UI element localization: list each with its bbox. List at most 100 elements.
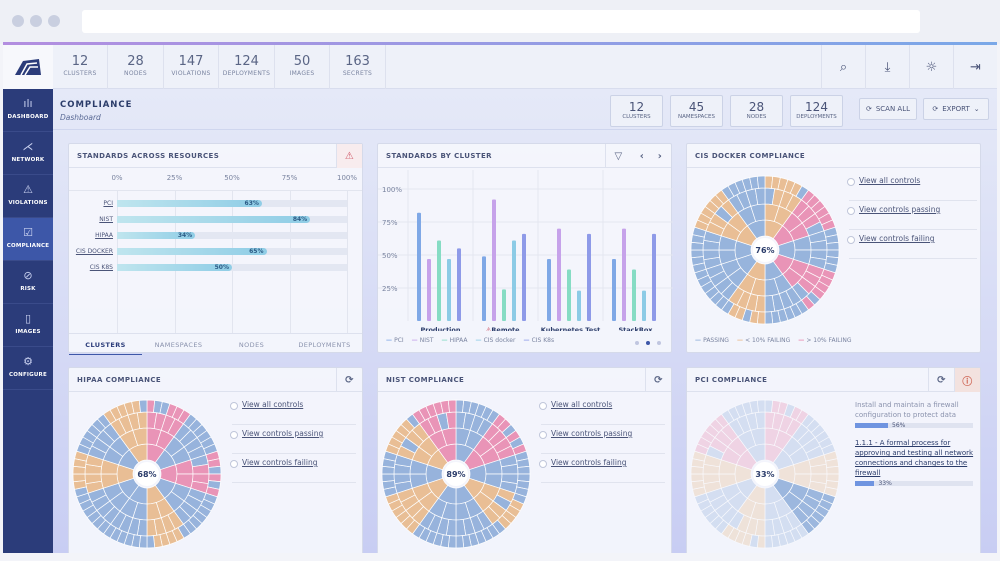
sunburst-segment[interactable] <box>690 249 704 259</box>
sunburst-segment[interactable] <box>764 399 774 413</box>
sunburst-segment[interactable] <box>447 399 457 413</box>
header-stat-namespaces[interactable]: 45 NAMESPACES <box>670 95 723 127</box>
sunburst-segment[interactable] <box>690 465 704 475</box>
sunburst-segment[interactable] <box>756 175 766 189</box>
sunburst-segment[interactable] <box>805 418 821 434</box>
bar-production-hipaa[interactable] <box>437 240 441 321</box>
row-label[interactable]: NIST <box>99 216 113 223</box>
link-passing-controls[interactable]: View controls passing <box>539 429 665 454</box>
sunburst-segment[interactable] <box>749 400 759 414</box>
sunburst-segment[interactable] <box>818 436 834 450</box>
bar-cis-k8s[interactable]: 50% <box>117 264 232 271</box>
sidebar-item-network[interactable]: ⋌ NETWORK <box>3 132 53 175</box>
pagination-dots[interactable] <box>635 341 661 345</box>
bar-stackrox-hipaa[interactable] <box>632 269 636 321</box>
sunburst-segment[interactable] <box>771 517 785 536</box>
x-category-label[interactable]: Kubernetes Test <box>541 326 600 334</box>
sunburst-segment[interactable] <box>814 430 830 444</box>
sunburst-segment[interactable] <box>771 534 781 548</box>
sunburst-segment[interactable] <box>702 473 720 485</box>
bar-remote-cis-k8s[interactable] <box>522 233 526 321</box>
sunburst-segment[interactable] <box>764 519 776 537</box>
sunburst-segment[interactable] <box>737 429 757 451</box>
sunburst-segment[interactable] <box>826 465 840 475</box>
sunburst-segment[interactable] <box>821 443 836 456</box>
address-bar[interactable] <box>82 10 920 33</box>
scan-all-button[interactable]: ⟳ SCAN ALL <box>859 98 917 120</box>
sunburst-segment[interactable] <box>764 427 780 446</box>
link-failing-controls[interactable]: View controls failing <box>539 458 665 483</box>
sunburst-segment[interactable] <box>778 514 794 534</box>
sunburst-segment[interactable] <box>773 497 793 519</box>
sunburst-segment[interactable] <box>718 459 737 475</box>
warning-icon[interactable]: ⚠ <box>336 144 362 168</box>
sunburst-segment[interactable] <box>694 492 709 505</box>
sunburst-segment[interactable] <box>709 418 725 434</box>
sunburst-segment[interactable] <box>727 405 741 421</box>
row-label[interactable]: PCI <box>103 200 113 207</box>
sunburst-segment[interactable] <box>795 409 809 425</box>
logout-icon[interactable]: ⇥ <box>953 45 997 89</box>
sunburst-segment[interactable] <box>694 443 709 456</box>
link-failing-controls[interactable]: View controls failing <box>230 458 356 483</box>
sunburst-segment[interactable] <box>734 403 747 418</box>
chevron-left-icon[interactable]: ‹ <box>639 150 645 162</box>
sunburst-segment[interactable] <box>691 458 705 468</box>
sunburst-segment[interactable] <box>138 399 148 413</box>
sunburst-segment[interactable] <box>782 436 803 457</box>
bar-remote-pci[interactable] <box>482 256 486 321</box>
sunburst-segment[interactable] <box>749 534 759 548</box>
stat-nodes[interactable]: 28 NODES <box>109 45 164 89</box>
bar-kubernetes-test-pci[interactable] <box>547 258 551 321</box>
bar-remote-cis-docker[interactable] <box>512 240 516 321</box>
sunburst-segment[interactable] <box>700 430 716 444</box>
bar-kubernetes-test-cis-docker[interactable] <box>577 290 581 321</box>
bar-pci[interactable]: 63% <box>117 200 262 207</box>
link-all-controls[interactable]: View all controls <box>539 400 665 425</box>
sunburst-segment[interactable] <box>771 412 785 431</box>
pci-control-item[interactable]: Install and maintain a firewall configur… <box>855 400 975 429</box>
sunburst-segment[interactable] <box>797 429 816 448</box>
sunburst-segment[interactable] <box>709 437 729 454</box>
sunburst-segment[interactable] <box>750 502 766 521</box>
stat-clusters[interactable]: 12 CLUSTERS <box>53 45 108 89</box>
sunburst-segment[interactable] <box>793 459 812 475</box>
sunburst-segment[interactable] <box>721 409 735 425</box>
sunburst-segment[interactable] <box>714 429 733 448</box>
sunburst-segment[interactable] <box>756 535 766 549</box>
sunburst-segment[interactable] <box>791 423 810 442</box>
stat-images[interactable]: 50 IMAGES <box>275 45 330 89</box>
sunburst-segment[interactable] <box>709 514 725 530</box>
bar-kubernetes-test-hipaa[interactable] <box>567 269 571 321</box>
sunburst-segment[interactable] <box>734 464 753 484</box>
sunburst-segment[interactable] <box>702 463 720 475</box>
bar-hipaa[interactable]: 34% <box>117 232 196 239</box>
bar-nist[interactable]: 84% <box>117 216 311 223</box>
sunburst-segment[interactable] <box>721 523 735 539</box>
sunburst-segment[interactable] <box>754 411 766 429</box>
header-stat-deployments[interactable]: 124 DEPLOYMENTS <box>790 95 843 127</box>
sunburst-segment[interactable] <box>805 445 825 461</box>
export-button[interactable]: ⟳ EXPORT ⌄ <box>923 98 989 120</box>
sunburst-segment[interactable] <box>720 446 742 466</box>
sunburst-segment[interactable] <box>789 527 803 543</box>
link-all-controls[interactable]: View all controls <box>230 400 356 425</box>
x-category-label[interactable]: Remote <box>491 326 520 334</box>
sunburst-segment[interactable] <box>745 517 759 536</box>
header-stat-clusters[interactable]: 12 CLUSTERS <box>610 95 663 127</box>
sunburst-segment[interactable] <box>825 458 839 468</box>
sunburst-segment[interactable] <box>750 427 766 446</box>
sun-icon[interactable]: ☼ <box>909 45 953 89</box>
sunburst-segment[interactable] <box>764 411 776 429</box>
sunburst-segment[interactable] <box>720 423 739 442</box>
sunburst-segment[interactable] <box>823 450 838 462</box>
sunburst-segment[interactable] <box>785 510 802 530</box>
sunburst-segment[interactable] <box>517 465 531 475</box>
download-icon[interactable]: ⤓ <box>865 45 909 89</box>
sunburst-segment[interactable] <box>714 519 730 535</box>
sunburst-segment[interactable] <box>777 532 789 547</box>
sunburst-segment[interactable] <box>690 473 704 483</box>
bar-kubernetes-test-nist[interactable] <box>557 228 561 321</box>
link-failing-controls[interactable]: View controls failing <box>847 234 977 259</box>
stat-violations[interactable]: 147 VIOLATIONS <box>164 45 219 89</box>
